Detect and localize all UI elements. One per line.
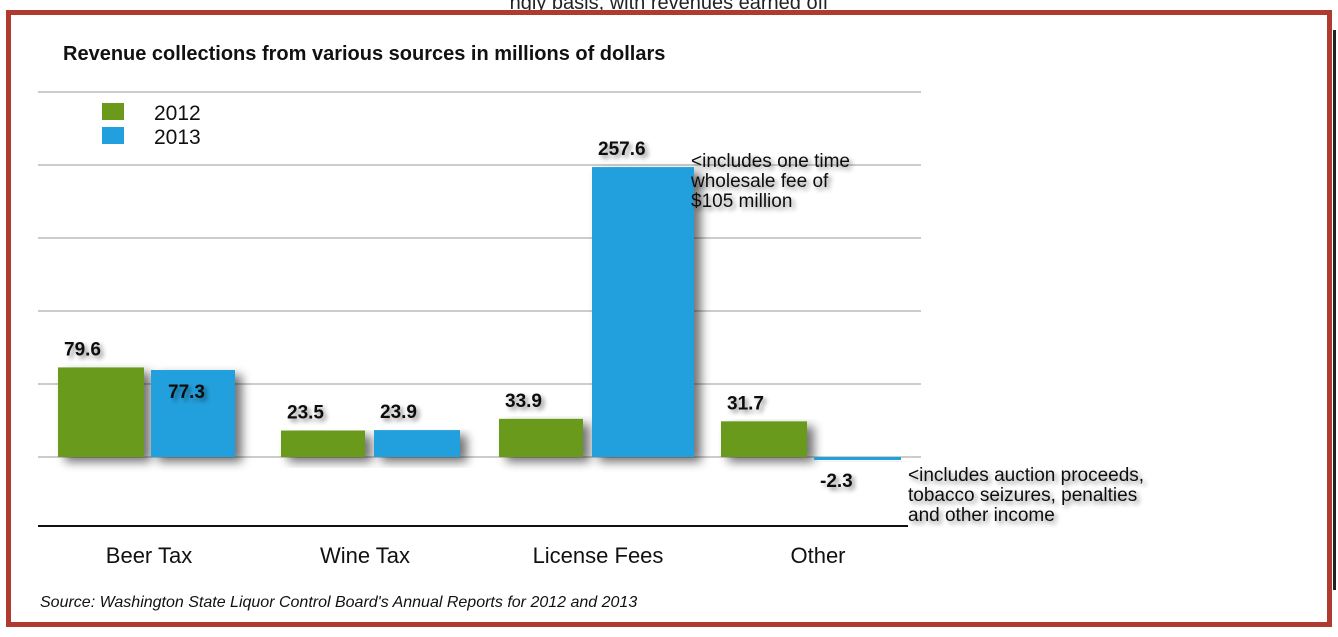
bar-other-2013: [814, 457, 901, 460]
legend: 2012 2013: [102, 102, 201, 149]
annotation-2-line-1: <includes auction proceeds,: [908, 465, 1144, 486]
bar-chart: Revenue collections from various sources…: [38, 43, 1144, 611]
value-labels: 79.6 77.3 23.5 23.9 33.9 257.6 31.7 -2.3: [64, 139, 853, 492]
bars: [58, 167, 901, 460]
chart-title: Revenue collections from various sources…: [63, 43, 665, 65]
bar-license-fees-2012: [499, 418, 583, 457]
category-label-license-fees: License Fees: [533, 543, 664, 568]
page-edge: [1333, 30, 1336, 590]
legend-swatch-2012: [102, 103, 124, 120]
chart-frame: Revenue collections from various sources…: [6, 10, 1332, 627]
value-label-wine-tax-2013: 23.9: [380, 402, 417, 423]
annotation-2-line-3: and other income: [908, 505, 1055, 526]
annotation-1-line-3: $105 million: [691, 191, 792, 212]
annotation-license-fees: <includes one time wholesale fee of $105…: [690, 151, 850, 212]
value-label-beer-tax-2012: 79.6: [64, 339, 101, 360]
bar-wine-tax-2013: [374, 430, 460, 457]
value-label-wine-tax-2012: 23.5: [287, 403, 324, 424]
annotation-2-line-2: tobacco seizures, penalties: [908, 485, 1137, 506]
bar-beer-tax-2013: [151, 369, 235, 457]
bar-other-2012: [721, 421, 807, 457]
annotation-1-line-1: <includes one time: [691, 151, 850, 172]
category-label-beer-tax: Beer Tax: [106, 543, 192, 568]
bar-beer-tax-2012: [58, 367, 144, 457]
bar-wine-tax-2012: [281, 430, 365, 457]
legend-label-2013: 2013: [154, 126, 201, 149]
value-label-beer-tax-2013: 77.3: [168, 382, 205, 403]
category-labels: Beer Tax Wine Tax License Fees Other: [106, 543, 846, 568]
legend-swatch-2013: [102, 127, 124, 144]
annotation-other: <includes auction proceeds, tobacco seiz…: [908, 465, 1144, 526]
value-label-other-2013: -2.3: [820, 471, 853, 492]
legend-label-2012: 2012: [154, 102, 201, 125]
category-label-other: Other: [790, 543, 845, 568]
source-note: Source: Washington State Liquor Control …: [40, 594, 637, 611]
annotation-1-line-2: wholesale fee of: [690, 171, 829, 192]
value-label-license-fees-2012: 33.9: [505, 391, 542, 412]
value-label-license-fees-2013: 257.6: [598, 139, 646, 160]
value-label-other-2012: 31.7: [727, 393, 764, 414]
category-label-wine-tax: Wine Tax: [320, 543, 410, 568]
bar-license-fees-2013: [592, 167, 694, 457]
